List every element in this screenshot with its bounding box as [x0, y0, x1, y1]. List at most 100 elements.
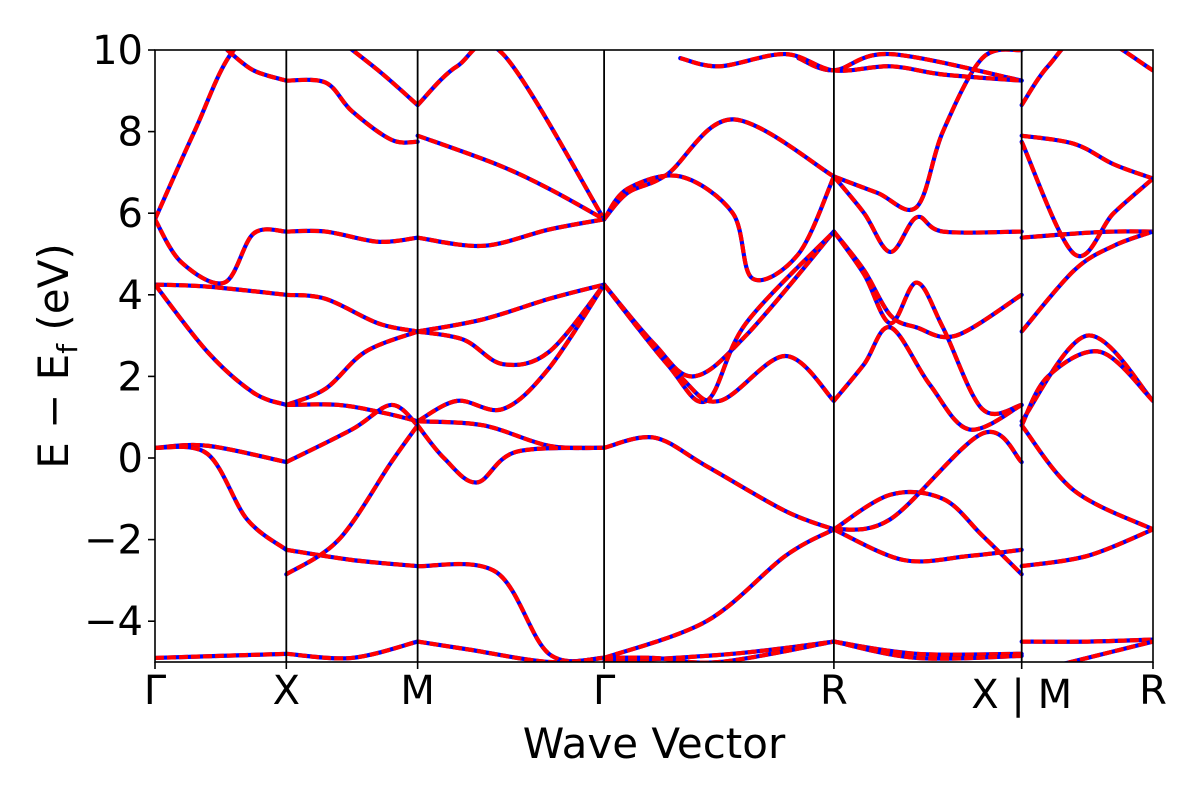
- y-tick-label-6: 6: [118, 191, 143, 237]
- band-53-red: [1021, 229, 1153, 240]
- band-33-red: [602, 283, 836, 404]
- band-38: [831, 50, 1024, 212]
- band-43: [831, 489, 1024, 577]
- band-8: [225, 50, 289, 83]
- band-16: [284, 423, 420, 577]
- band-19: [415, 50, 607, 222]
- band-50: [1019, 50, 1153, 108]
- band-37: [602, 639, 836, 662]
- band-52: [1019, 139, 1153, 259]
- band-4-red: [155, 283, 288, 407]
- band-7-red: [155, 651, 287, 661]
- band-14: [284, 402, 420, 465]
- band-23: [415, 282, 607, 368]
- band-12: [284, 329, 420, 408]
- band-39: [831, 174, 1024, 255]
- band-3: [155, 282, 289, 297]
- band-11-red: [286, 292, 419, 334]
- band-21: [415, 217, 607, 249]
- band-13-red: [286, 402, 419, 424]
- band-24-blue: [415, 282, 607, 424]
- band-22: [415, 282, 607, 334]
- band-39-red: [832, 175, 1022, 255]
- band-31-red: [602, 230, 836, 379]
- band-29: [602, 117, 836, 222]
- band-60-red: [1062, 639, 1153, 662]
- band-21-red: [417, 217, 605, 249]
- y-tick-label-7: 8: [118, 110, 143, 156]
- band-19-blue: [415, 50, 607, 222]
- band-59-red: [1021, 637, 1153, 644]
- band-59: [1019, 637, 1153, 644]
- y-axis-title-main: E − E: [29, 354, 78, 469]
- band-27-red: [417, 561, 605, 662]
- band-44-red: [833, 527, 1022, 564]
- band-45: [831, 429, 1024, 532]
- band-33: [602, 282, 836, 404]
- band-30: [602, 173, 836, 283]
- band-47: [831, 639, 1024, 661]
- x-tick-label-1: Γ: [144, 668, 167, 714]
- band-9: [284, 77, 420, 145]
- band-51-red: [1021, 133, 1153, 181]
- band-13: [284, 402, 420, 424]
- band-57: [1019, 423, 1153, 532]
- band-43-red: [832, 489, 1024, 576]
- band-1-red: [155, 50, 237, 221]
- band-29-red: [602, 117, 835, 221]
- band-10: [284, 228, 420, 245]
- band-1: [155, 50, 237, 222]
- band-5-red: [155, 442, 287, 465]
- band-41: [831, 229, 1024, 417]
- y-tick-label-1: −4: [84, 599, 143, 645]
- band-17-red: [286, 639, 419, 661]
- x-tick-label-3: M: [400, 668, 435, 714]
- band-50-blue: [1019, 50, 1153, 108]
- x-axis-title: Wave Vector: [523, 719, 786, 768]
- band-53: [1019, 229, 1153, 240]
- band-56: [1019, 349, 1153, 428]
- band-38-red: [833, 50, 1023, 212]
- y-axis-title-unit: (eV): [29, 243, 78, 344]
- band-18: [348, 50, 420, 108]
- band-3-red: [155, 282, 287, 297]
- band-51: [1019, 133, 1153, 181]
- band-60: [1062, 639, 1153, 662]
- band-2-red: [155, 218, 287, 286]
- band-15: [284, 547, 420, 569]
- band-12-red: [285, 329, 419, 407]
- band-20-red: [416, 133, 606, 222]
- y-axis-ticks: −4 −2 0 2 4 6 8 10: [84, 28, 155, 645]
- band-24: [415, 282, 607, 424]
- band-6: [155, 444, 289, 552]
- band-40-red: [832, 230, 1023, 340]
- band-41-red: [832, 230, 1023, 417]
- plot-background: [155, 50, 1153, 662]
- band-22-red: [417, 282, 605, 334]
- y-tick-label-2: −2: [84, 518, 143, 564]
- band-45-red: [833, 429, 1024, 532]
- band-57-red: [1020, 424, 1153, 532]
- y-axis-title: E − Ef (eV): [29, 243, 84, 469]
- band-42-red: [832, 325, 1023, 432]
- svg-text:E − Ef (eV): E − Ef (eV): [29, 243, 84, 469]
- band-54: [1019, 229, 1153, 334]
- band-34-red: [603, 434, 835, 532]
- plot-frame: [154, 49, 1154, 663]
- band-20: [415, 133, 607, 222]
- x-tick-label-4: Γ: [593, 668, 616, 714]
- band-35: [602, 527, 836, 661]
- band-44: [831, 527, 1024, 564]
- band-6-red: [155, 444, 288, 552]
- band-23-blue: [415, 282, 607, 368]
- band-14-red: [285, 402, 420, 464]
- band-11: [284, 292, 420, 334]
- band-9-red: [286, 77, 418, 145]
- x-tick-label-5: R: [820, 668, 848, 714]
- band-2: [155, 217, 289, 286]
- kpoint-lines: [285, 50, 1023, 662]
- band-lines: [155, 50, 1153, 662]
- y-tick-label-5: 4: [118, 273, 143, 319]
- band-55-red: [1019, 333, 1153, 423]
